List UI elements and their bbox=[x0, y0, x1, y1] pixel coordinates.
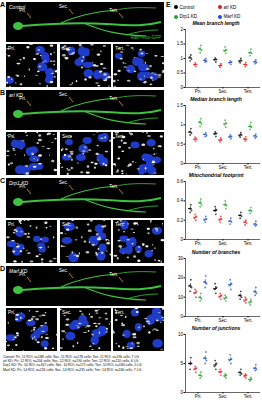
svg-text:0.5: 0.5 bbox=[177, 70, 184, 75]
svg-text:Pri.: Pri. bbox=[195, 318, 202, 323]
svg-text:Sec.: Sec. bbox=[218, 89, 227, 94]
svg-text:10: 10 bbox=[178, 294, 184, 299]
svg-text:Drp1 KD: Drp1 KD bbox=[9, 180, 29, 186]
svg-text:Pri.: Pri. bbox=[8, 222, 15, 227]
svg-text:Sec.: Sec. bbox=[59, 4, 68, 9]
html-text:Mitochondrial footprint: Mitochondrial footprint bbox=[188, 172, 244, 179]
svg-text:Sec.: Sec. bbox=[62, 134, 72, 139]
svg-text:2: 2 bbox=[180, 27, 183, 32]
svg-text:Pri.: Pri. bbox=[195, 165, 202, 170]
svg-text:Marf KD: Marf KD bbox=[9, 268, 28, 274]
svg-text:0: 0 bbox=[180, 237, 183, 242]
svg-text:1.5: 1.5 bbox=[177, 41, 184, 46]
svg-text:Tert.: Tert. bbox=[109, 184, 118, 189]
svg-text:Sec.: Sec. bbox=[59, 180, 68, 185]
svg-text:Pri.: Pri. bbox=[19, 184, 26, 189]
svg-text:0: 0 bbox=[180, 161, 183, 166]
html-text:Drp1 KD: Pri. 10 ROI, n=167 ce: Drp1 KD: Pri. 10 ROI, n=167 cells; Sec. … bbox=[3, 363, 142, 368]
html-text:D: D bbox=[0, 265, 6, 272]
html-text:A: A bbox=[0, 1, 6, 8]
svg-text:Tert.: Tert. bbox=[244, 242, 253, 247]
svg-text:Pri.: Pri. bbox=[19, 8, 26, 13]
svg-text:5: 5 bbox=[180, 361, 183, 366]
svg-text:Tert.: Tert. bbox=[115, 310, 124, 315]
svg-text:Tert.: Tert. bbox=[109, 272, 118, 277]
svg-text:Tert.: Tert. bbox=[115, 134, 124, 139]
html-text:arl KD: Pri. 12 ROI, n=204 cel: arl KD: Pri. 12 ROI, n=204 cells; Sec. 1… bbox=[3, 359, 139, 364]
svg-text:Sec.: Sec. bbox=[218, 318, 227, 323]
svg-text:10: 10 bbox=[178, 332, 184, 337]
html-text:Control: Control bbox=[179, 4, 195, 10]
svg-text:0.4: 0.4 bbox=[177, 199, 184, 204]
svg-text:Tert.: Tert. bbox=[244, 318, 253, 323]
svg-text:Pri.: Pri. bbox=[195, 242, 202, 247]
svg-text:1: 1 bbox=[180, 56, 183, 61]
svg-text:Sec.: Sec. bbox=[62, 222, 72, 227]
svg-text:Sec.: Sec. bbox=[62, 46, 72, 51]
svg-text:0.6: 0.6 bbox=[177, 179, 184, 184]
svg-text:1: 1 bbox=[180, 122, 183, 127]
svg-text:30: 30 bbox=[178, 256, 184, 261]
svg-text:Tert.: Tert. bbox=[109, 96, 118, 101]
svg-text:Sec.: Sec. bbox=[218, 165, 227, 170]
svg-text:0.2: 0.2 bbox=[177, 218, 184, 223]
html-text:B: B bbox=[0, 89, 6, 96]
svg-text:1.5: 1.5 bbox=[177, 103, 184, 108]
svg-text:Sec.: Sec. bbox=[59, 268, 68, 273]
svg-text:Pri.: Pri. bbox=[8, 310, 15, 315]
svg-text:Pri.: Pri. bbox=[8, 134, 15, 139]
svg-text:Tert.: Tert. bbox=[244, 89, 253, 94]
html-text:Mean branch length: Mean branch length bbox=[192, 20, 240, 26]
svg-text:Sec.: Sec. bbox=[59, 92, 68, 97]
svg-text:Sec.: Sec. bbox=[218, 394, 227, 399]
svg-text:Sec.: Sec. bbox=[218, 242, 227, 247]
svg-text:0: 0 bbox=[180, 390, 183, 395]
svg-text:Pri.: Pri. bbox=[195, 89, 202, 94]
svg-text:0: 0 bbox=[180, 314, 183, 319]
html-text:C: C bbox=[0, 177, 6, 184]
svg-text:Tert.: Tert. bbox=[244, 394, 253, 399]
svg-text:Control: Control bbox=[9, 4, 26, 10]
svg-text:Pri.: Pri. bbox=[19, 96, 26, 101]
svg-text:Tert.: Tert. bbox=[244, 165, 253, 170]
html-text:Marf KD: Pri. 14 ROI, n=226 ce: Marf KD: Pri. 14 ROI, n=226 cells; Sec. … bbox=[3, 367, 142, 372]
svg-text:Tert.: Tert. bbox=[115, 46, 124, 51]
html-text:E: E bbox=[166, 1, 171, 8]
html-text:Marf KD: Marf KD bbox=[223, 14, 241, 20]
svg-text:Tert.: Tert. bbox=[115, 222, 124, 227]
html-text:Number of junctions: Number of junctions bbox=[191, 324, 241, 331]
svg-text:Sec.: Sec. bbox=[62, 310, 72, 315]
svg-text:Pri.: Pri. bbox=[8, 46, 15, 51]
svg-text:Tert.: Tert. bbox=[109, 8, 118, 13]
html-text:Drp1 KD: Drp1 KD bbox=[179, 14, 198, 20]
html-text:Number of branches: Number of branches bbox=[191, 248, 241, 255]
svg-text:0: 0 bbox=[180, 85, 183, 90]
svg-text:elav>mito-GFP: elav>mito-GFP bbox=[131, 35, 161, 40]
svg-text:20: 20 bbox=[178, 275, 184, 280]
svg-text:0.5: 0.5 bbox=[177, 142, 184, 147]
html-text:arl KD: arl KD bbox=[223, 4, 237, 10]
svg-text:Pri.: Pri. bbox=[19, 272, 26, 277]
svg-text:arl KD: arl KD bbox=[9, 92, 23, 98]
html-text:Median branch length: Median branch length bbox=[190, 96, 242, 103]
html-text:Control: Pri. 11 ROI, n=188 ce: Control: Pri. 11 ROI, n=188 cells; Sec. … bbox=[3, 355, 139, 359]
svg-text:Pri.: Pri. bbox=[195, 394, 202, 399]
